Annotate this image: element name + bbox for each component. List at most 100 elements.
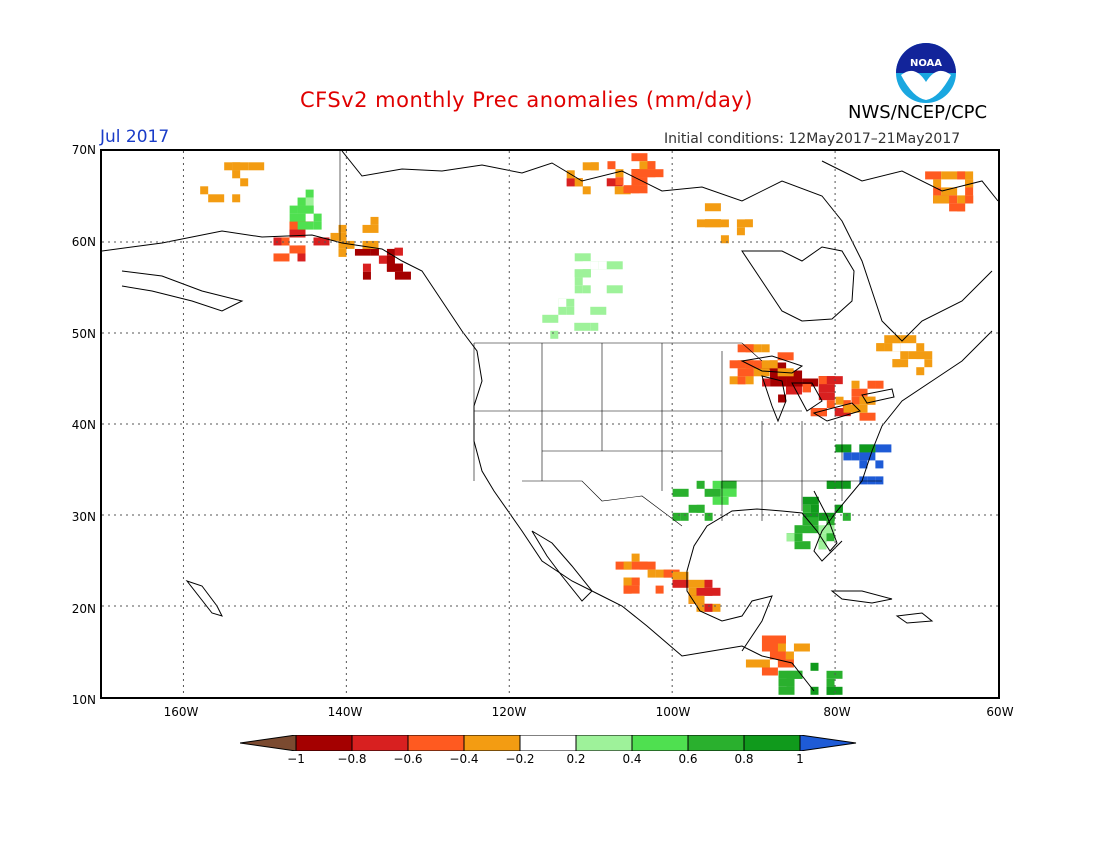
anomaly-cell: [672, 512, 681, 521]
legend-swatch: [407, 735, 465, 751]
anomaly-cell: [777, 352, 794, 361]
anomaly-cell: [200, 186, 209, 195]
anomaly-cell: [737, 376, 746, 385]
lat-label: 40N: [71, 418, 96, 432]
anomaly-cell: [770, 370, 779, 379]
legend-label: 0.8: [734, 752, 754, 766]
anomaly-cell: [843, 404, 860, 413]
anomaly-cell: [835, 444, 852, 453]
anomaly-cell: [663, 569, 680, 578]
anomaly-cell: [794, 525, 803, 534]
anomaly-cell: [802, 504, 811, 513]
anomaly-cell: [289, 213, 306, 222]
anomaly-cell: [793, 643, 810, 652]
anomaly-cell: [720, 235, 729, 244]
anomaly-cell: [338, 224, 347, 233]
legend-label: 0.4: [622, 752, 642, 766]
anomaly-cell: [818, 525, 835, 534]
anomaly-cell: [362, 240, 379, 249]
legend-label: 1: [796, 752, 804, 766]
anomaly-cell: [558, 298, 567, 307]
lon-label: 80W: [823, 705, 851, 719]
anomaly-cell: [794, 541, 811, 550]
anomaly-cell: [867, 476, 876, 485]
anomaly-cell: [370, 247, 379, 256]
anomaly-cell: [745, 376, 754, 385]
legend-swatch: [463, 735, 521, 751]
legend-min-arrow: [240, 735, 297, 751]
legend-label: 0.2: [566, 752, 586, 766]
anomaly-cell: [876, 343, 885, 352]
legend-label: −0.6: [393, 752, 423, 766]
anomaly-cell: [386, 255, 395, 264]
anomaly-cell: [933, 195, 950, 204]
anomaly-cell: [786, 670, 803, 679]
legend-swatch: [575, 735, 633, 751]
anomaly-cell: [240, 178, 249, 187]
anomaly-cell: [680, 512, 689, 521]
anomaly-cell: [908, 351, 925, 360]
anomaly-cell: [769, 635, 786, 644]
anomaly-cell: [582, 162, 599, 171]
anomaly-cell: [761, 667, 778, 676]
initial-conditions: Initial conditions: 12May2017–21May2017: [664, 131, 961, 147]
legend-swatch: [295, 735, 353, 751]
anomaly-cell: [574, 269, 591, 278]
anomaly-cell: [623, 185, 640, 194]
anomaly-cell: [851, 388, 868, 397]
anomaly-cell: [574, 322, 591, 331]
anomaly-cell: [884, 343, 893, 352]
anomaly-cell: [859, 460, 868, 469]
anomaly-cell: [542, 314, 559, 323]
anomaly-cell: [289, 205, 298, 214]
anomaly-cell: [297, 253, 306, 262]
anomaly-cell: [818, 384, 835, 393]
anomaly-cell: [900, 335, 917, 344]
anomaly-cell: [842, 480, 851, 489]
legend-label: −1: [287, 752, 305, 766]
anomaly-cell: [965, 187, 974, 196]
anomaly-cell: [745, 368, 754, 377]
anomaly-cell: [843, 452, 852, 461]
anomaly-cell: [647, 569, 656, 578]
anomaly-cell: [941, 187, 958, 196]
anomaly-cell: [720, 488, 737, 497]
anomaly-cell: [606, 178, 623, 187]
legend-swatch: [631, 735, 689, 751]
anomaly-cell: [378, 255, 387, 264]
anomaly-cell: [777, 659, 794, 668]
anomaly-cell: [607, 161, 616, 170]
anomaly-cell: [558, 306, 567, 315]
anomaly-cell: [672, 488, 689, 497]
anomaly-cell: [273, 237, 282, 246]
anomaly-cell: [362, 271, 371, 280]
anomaly-cell: [378, 240, 395, 249]
anomaly-cell: [704, 512, 713, 521]
anomaly-cell: [802, 525, 819, 534]
anomaly-cell: [696, 219, 713, 228]
anomaly-cell: [297, 221, 314, 230]
legend-max-arrow: [799, 735, 857, 751]
anomaly-cell: [566, 306, 575, 315]
anomaly-cell: [338, 232, 347, 241]
anomaly-cell: [712, 496, 729, 505]
anomaly-cell: [655, 169, 664, 178]
anomaly-cell: [965, 195, 974, 204]
anomaly-cell: [826, 670, 843, 679]
anomaly-cell: [623, 561, 632, 570]
anomaly-cell: [924, 359, 933, 368]
anomaly-cell: [818, 541, 827, 550]
forecast-month: Jul 2017: [100, 127, 170, 147]
anomaly-cell: [224, 178, 233, 187]
anomaly-cell: [778, 362, 787, 371]
anomaly-cell: [655, 585, 664, 594]
anomaly-cell: [957, 171, 966, 180]
anomaly-cell: [614, 186, 631, 195]
legend-label: 0.6: [678, 752, 698, 766]
anomaly-cell: [208, 194, 225, 203]
anomaly-cell: [688, 587, 697, 596]
legend-swatch: [743, 735, 801, 751]
anomaly-cell: [582, 285, 591, 294]
anomaly-cell: [704, 488, 721, 497]
anomaly-cell: [248, 162, 265, 171]
